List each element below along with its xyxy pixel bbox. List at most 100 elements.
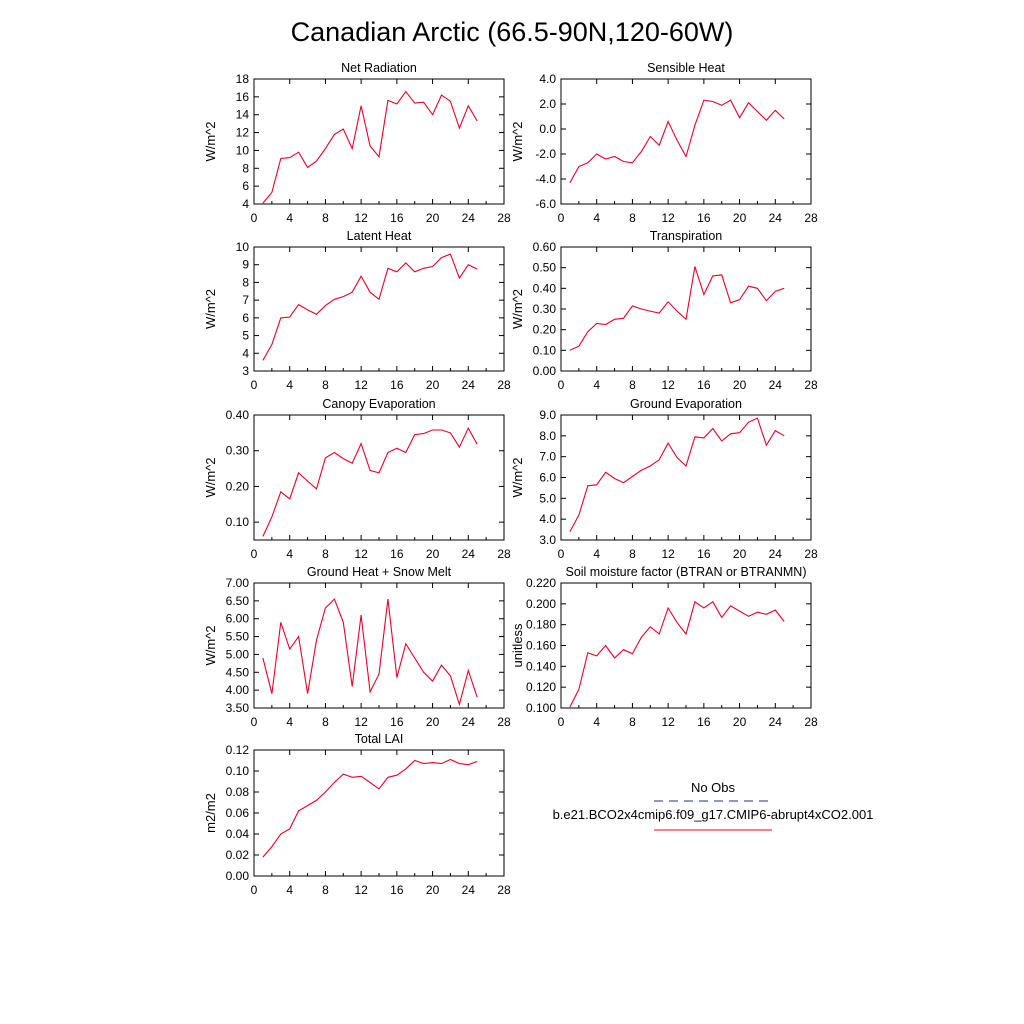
series-line-sensible-heat bbox=[569, 99, 785, 184]
y-axis-label: W/m^2 bbox=[203, 457, 218, 497]
x-tick-label: 12 bbox=[354, 883, 368, 897]
x-tick-label: 4 bbox=[593, 715, 600, 729]
y-tick-label: 0.40 bbox=[533, 281, 557, 295]
x-tick-label: 28 bbox=[804, 715, 818, 729]
panel-latent-heat: Latent Heat 0 4 8 12 16 20 24 28 3 4 5 6 7 8 9 10 W/m^2 bbox=[203, 229, 511, 392]
series-line-total-lai bbox=[262, 758, 478, 858]
y-tick-label: 2.0 bbox=[539, 97, 556, 111]
y-axis-label: W/m^2 bbox=[510, 289, 525, 329]
y-tick-label: 6 bbox=[242, 311, 249, 325]
y-tick-label: 3.0 bbox=[539, 533, 556, 547]
x-tick-label: 28 bbox=[497, 715, 511, 729]
x-tick-label: 4 bbox=[593, 378, 600, 392]
y-tick-label: -2.0 bbox=[535, 147, 556, 161]
x-tick-label: 12 bbox=[354, 211, 368, 225]
y-tick-label: 0.20 bbox=[533, 323, 557, 337]
plot-frame bbox=[253, 78, 505, 205]
x-tick-label: 16 bbox=[697, 547, 711, 561]
y-tick-label: 0.10 bbox=[226, 764, 250, 778]
x-tick-label: 0 bbox=[251, 715, 258, 729]
y-tick-label: 0.140 bbox=[526, 659, 556, 673]
x-tick-label: 24 bbox=[769, 211, 783, 225]
y-tick-label: 7.00 bbox=[226, 576, 250, 590]
x-tick-label: 24 bbox=[769, 715, 783, 729]
plot-frame bbox=[560, 582, 812, 709]
y-tick-label: -4.0 bbox=[535, 172, 556, 186]
y-tick-label: 4.50 bbox=[226, 665, 250, 679]
y-tick-label: -6.0 bbox=[535, 197, 556, 211]
panel-title: Total LAI bbox=[355, 732, 404, 746]
y-tick-label: 5.50 bbox=[226, 630, 250, 644]
x-tick-label: 28 bbox=[804, 378, 818, 392]
y-tick-label: 0.06 bbox=[226, 806, 250, 820]
series-line-latent-heat bbox=[262, 253, 478, 361]
x-tick-label: 24 bbox=[769, 378, 783, 392]
y-tick-label: 4.00 bbox=[226, 683, 250, 697]
y-tick-label: 7.0 bbox=[539, 450, 556, 464]
x-tick-label: 16 bbox=[390, 715, 404, 729]
x-tick-label: 20 bbox=[426, 211, 440, 225]
x-tick-label: 28 bbox=[497, 378, 511, 392]
series-line-transpiration bbox=[569, 266, 785, 351]
y-tick-label: 12 bbox=[236, 126, 250, 140]
x-tick-label: 4 bbox=[286, 211, 293, 225]
x-tick-label: 20 bbox=[733, 378, 747, 392]
x-tick-label: 28 bbox=[497, 211, 511, 225]
x-tick-label: 16 bbox=[390, 211, 404, 225]
x-tick-label: 20 bbox=[733, 715, 747, 729]
x-tick-label: 20 bbox=[426, 378, 440, 392]
y-tick-label: 0.02 bbox=[226, 848, 250, 862]
series-line-soil-moisture-factor-btran-or-btranmn bbox=[569, 600, 785, 708]
panel-title: Latent Heat bbox=[347, 229, 412, 243]
y-tick-label: 0.40 bbox=[226, 408, 250, 422]
y-tick-label: 0.120 bbox=[526, 680, 556, 694]
panel-title: Ground Evaporation bbox=[630, 397, 742, 411]
panel-transpiration: Transpiration 0 4 8 12 16 20 24 28 0.00 0.10 0.20 0.… bbox=[510, 229, 818, 392]
x-tick-label: 28 bbox=[804, 547, 818, 561]
legend-label-no-obs: No Obs bbox=[691, 780, 736, 795]
x-tick-label: 4 bbox=[286, 378, 293, 392]
y-tick-label: 5 bbox=[242, 329, 249, 343]
x-tick-label: 0 bbox=[251, 378, 258, 392]
y-axis-label: unitless bbox=[510, 623, 525, 668]
y-tick-label: 4 bbox=[242, 346, 249, 360]
x-tick-label: 12 bbox=[661, 715, 675, 729]
plot-frame bbox=[253, 749, 505, 877]
x-tick-label: 24 bbox=[769, 547, 783, 561]
y-tick-label: 9 bbox=[242, 258, 249, 272]
legend: No Obs b.e21.BCO2x4cmip6.f09_g17.CMIP6-a… bbox=[553, 780, 873, 831]
y-tick-label: 18 bbox=[236, 72, 250, 86]
x-tick-label: 4 bbox=[286, 883, 293, 897]
y-tick-label: 8 bbox=[242, 161, 249, 175]
series-line-ground-heat-snow-melt bbox=[262, 598, 478, 707]
panel-title: Soil moisture factor (BTRAN or BTRANMN) bbox=[565, 565, 806, 579]
x-tick-label: 20 bbox=[426, 883, 440, 897]
x-tick-label: 16 bbox=[697, 378, 711, 392]
x-tick-label: 0 bbox=[558, 547, 565, 561]
y-tick-label: 0.00 bbox=[226, 869, 250, 883]
y-tick-label: 6 bbox=[242, 179, 249, 193]
y-tick-label: 0.12 bbox=[226, 743, 250, 757]
x-tick-label: 28 bbox=[497, 883, 511, 897]
x-tick-label: 4 bbox=[286, 715, 293, 729]
plot-frame bbox=[253, 582, 505, 709]
panel-ground-heat-snow-melt: Ground Heat + Snow Melt 0 4 8 12 16 20 24 28 3.50… bbox=[203, 565, 511, 729]
x-tick-label: 8 bbox=[322, 211, 329, 225]
x-tick-label: 0 bbox=[251, 547, 258, 561]
x-tick-label: 12 bbox=[354, 547, 368, 561]
y-tick-label: 0.200 bbox=[526, 597, 556, 611]
y-tick-label: 0.04 bbox=[226, 827, 250, 841]
x-tick-label: 0 bbox=[558, 211, 565, 225]
x-tick-label: 24 bbox=[462, 378, 476, 392]
x-tick-label: 0 bbox=[558, 378, 565, 392]
x-tick-label: 8 bbox=[629, 211, 636, 225]
x-tick-label: 8 bbox=[322, 547, 329, 561]
y-tick-label: 3.50 bbox=[226, 701, 250, 715]
panel-title: Ground Heat + Snow Melt bbox=[307, 565, 452, 579]
y-axis-label: W/m^2 bbox=[203, 121, 218, 161]
x-tick-label: 4 bbox=[593, 547, 600, 561]
plot-frame bbox=[560, 78, 812, 205]
x-tick-label: 28 bbox=[804, 211, 818, 225]
x-tick-label: 16 bbox=[697, 715, 711, 729]
x-tick-label: 8 bbox=[629, 715, 636, 729]
